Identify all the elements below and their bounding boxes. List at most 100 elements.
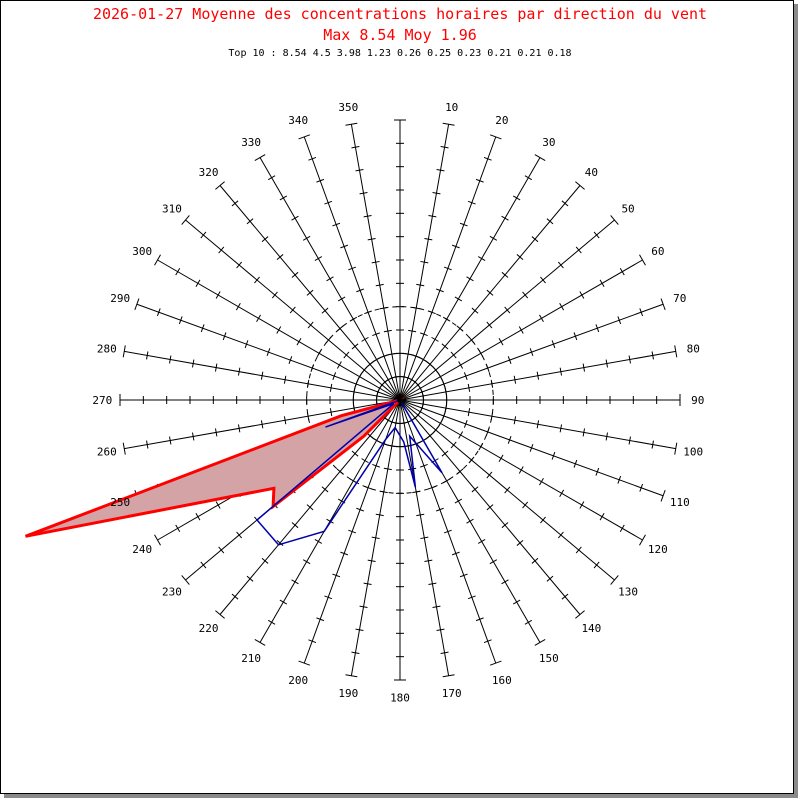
axis-tick-30: [442, 316, 451, 322]
axis-tick-150: [501, 579, 509, 585]
direction-label-30: 30: [542, 136, 555, 149]
axis-tick-70: [595, 324, 600, 333]
axis-tick-330: [314, 256, 323, 261]
axis-tick-100: [559, 424, 563, 433]
axis-tick-320: [336, 325, 344, 332]
axis-tick-210: [267, 619, 276, 625]
axis-tick-320: [246, 218, 254, 225]
axis-tick-130: [450, 441, 457, 449]
direction-label-100: 100: [683, 446, 703, 459]
axis-tick-80: [582, 363, 586, 372]
axis-tick-190: [387, 444, 396, 448]
axis-tick-40: [456, 325, 464, 332]
axis-tick-150: [442, 478, 451, 484]
axis-tick-200: [332, 573, 341, 578]
axis-tick-30: [524, 175, 533, 181]
chart-title: 2026-01-27 Moyenne des concentrations ho…: [92, 5, 708, 23]
direction-label-350: 350: [338, 101, 358, 114]
axis-tick-330: [267, 175, 276, 181]
axis-tick-290: [266, 348, 271, 357]
axis-tick-130: [468, 456, 475, 464]
axis-tick-260: [146, 440, 149, 449]
axis-tick-140: [516, 540, 524, 546]
axis-tick-80: [628, 355, 631, 364]
axis-tick-170: [442, 674, 455, 678]
axis-tick-100: [605, 432, 608, 441]
axis-tick-120: [539, 477, 544, 486]
axis-tick-210: [291, 579, 299, 585]
axis-tick-30: [419, 357, 428, 363]
axis-tick-200: [340, 551, 349, 556]
axis-tick-120: [458, 431, 464, 439]
axis-tick-40: [471, 307, 479, 314]
axis-tick-60: [539, 314, 544, 323]
axis-tick-140: [486, 504, 494, 511]
axis-tick-100: [467, 408, 471, 417]
direction-label-40: 40: [585, 166, 598, 179]
axis-tick-20: [451, 244, 460, 249]
direction-label-140: 140: [581, 622, 601, 635]
axis-tick-190: [363, 582, 372, 586]
axis-tick-190: [383, 467, 392, 471]
axis-tick-30: [501, 215, 509, 221]
direction-label-240: 240: [132, 543, 152, 556]
direction-label-10: 10: [445, 101, 458, 114]
axis-tick-200: [316, 617, 325, 622]
axis-tick-120: [518, 466, 524, 474]
axis-tick-70: [573, 332, 578, 341]
axis-tick-220: [321, 486, 329, 493]
axis-tick-340: [298, 134, 311, 140]
axis-tick-40: [575, 181, 585, 190]
axis-tick-190: [367, 559, 376, 563]
axis-tick-110: [529, 443, 534, 452]
axis-tick-160: [427, 485, 436, 490]
series-red-polygon: [24, 397, 406, 538]
axis-tick-200: [298, 660, 311, 666]
axis-tick-20: [443, 266, 452, 271]
axis-tick-290: [288, 356, 293, 365]
axis-tick-310: [325, 336, 332, 344]
axis-tick-300: [276, 326, 282, 334]
axis-tick-60: [559, 302, 565, 311]
axis-tick-130: [504, 486, 511, 494]
axis-tick-280: [122, 345, 126, 358]
axis-tick-70: [463, 372, 468, 380]
axis-tick-200: [364, 485, 373, 490]
axis-tick-20: [420, 332, 428, 337]
axis-tick-230: [236, 531, 243, 539]
axis-tick-210: [314, 539, 323, 544]
axis-tick-150: [534, 639, 546, 646]
axis-tick-310: [218, 246, 225, 254]
axis-tick-10: [440, 146, 449, 149]
axis-tick-110: [507, 435, 512, 444]
axis-tick-50: [432, 366, 439, 374]
axis-tick-80: [651, 351, 654, 360]
axis-tick-80: [513, 375, 517, 384]
axis-tick-170: [432, 605, 441, 608]
axis-tick-20: [412, 354, 420, 358]
axis-tick-340: [332, 222, 341, 227]
axis-tick-320: [351, 343, 359, 350]
axis-tick-290: [310, 364, 315, 373]
axis-tick-20: [435, 288, 444, 293]
axis-tick-80: [467, 383, 471, 392]
axis-tick-160: [475, 617, 484, 622]
axis-tick-50: [504, 306, 511, 314]
axis-tick-80: [444, 387, 448, 396]
axis-tick-340: [308, 156, 317, 161]
axis-tick-140: [561, 593, 569, 600]
axis-tick-160: [489, 660, 502, 666]
axis-tick-280: [260, 371, 264, 380]
axis-tick-120: [619, 524, 625, 533]
axis-tick-350: [351, 146, 360, 149]
axis-tick-280: [169, 355, 172, 364]
axis-tick-350: [387, 352, 396, 356]
axis-tick-130: [486, 471, 493, 479]
axis-tick-70: [485, 364, 490, 373]
axis-tick-340: [316, 178, 325, 183]
axis-tick-70: [442, 380, 446, 388]
axis-tick-40: [531, 236, 539, 243]
axis-tick-60: [437, 372, 443, 381]
axis-tick-110: [442, 412, 446, 420]
axis-tick-210: [372, 437, 381, 443]
